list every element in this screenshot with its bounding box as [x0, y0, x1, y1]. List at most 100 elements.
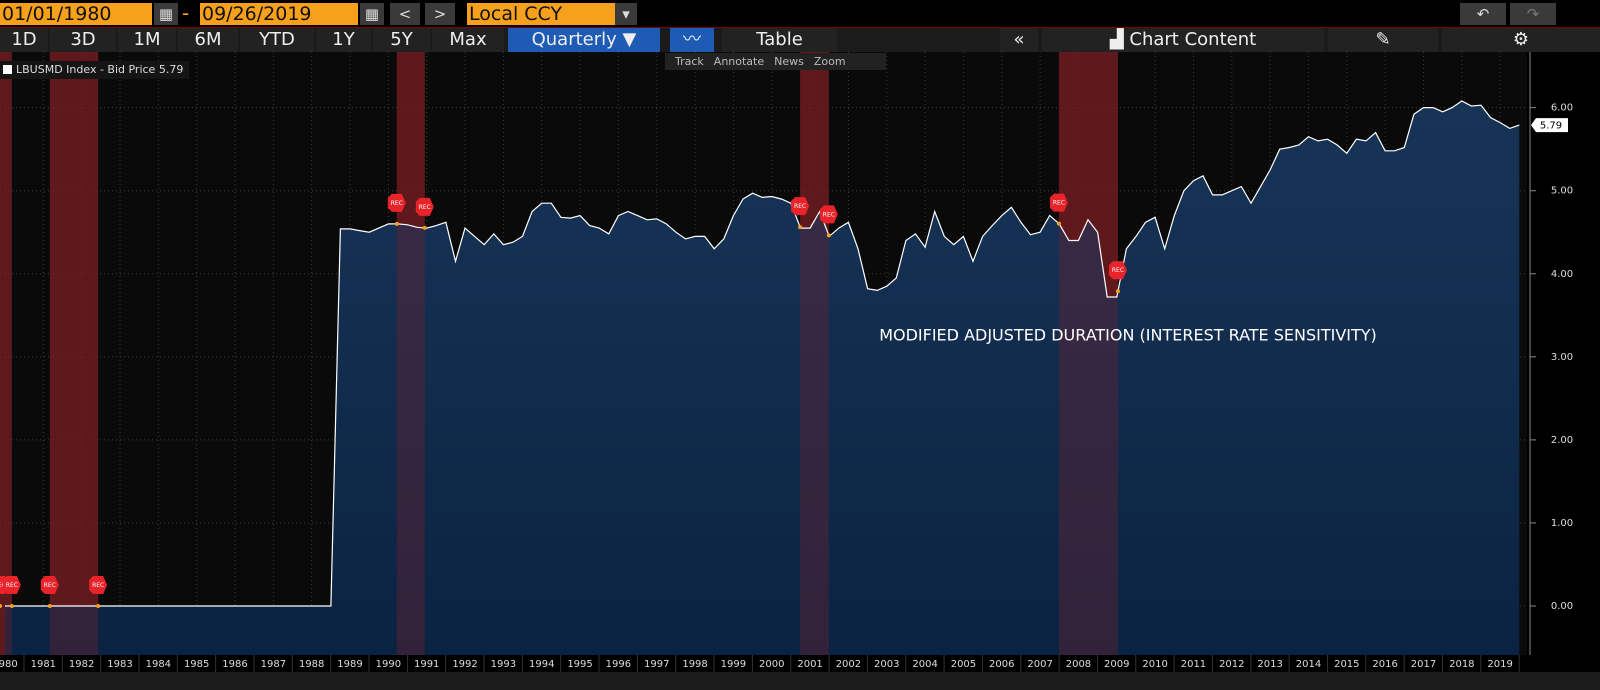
recession-flag: REC	[1108, 261, 1127, 280]
y-tick-label: 6.00	[1551, 103, 1573, 114]
table-button[interactable]: Table	[722, 28, 837, 52]
period-button[interactable]: 5Y	[373, 28, 430, 52]
flag-label: REC	[419, 204, 431, 211]
x-tick-label: 2002	[836, 659, 861, 670]
footer	[0, 672, 1600, 690]
x-tick-label: 1999	[721, 659, 746, 670]
y-tick-label: 4.00	[1551, 269, 1573, 280]
flag-shape	[415, 197, 434, 216]
flag-shape	[1108, 261, 1127, 280]
recession-band	[49, 52, 99, 655]
period-button[interactable]: 1M	[118, 28, 176, 52]
period-toolbar: Quarterly ▼ 〰 Table « ▟ Chart Content ✎ …	[0, 28, 1600, 52]
y-tick-label: 3.00	[1551, 352, 1573, 363]
recession-overlay	[396, 52, 425, 655]
period-button[interactable]: 6M	[178, 28, 238, 52]
chart-tools: Track Annotate News Zoom	[665, 53, 886, 70]
x-tick-label: 1982	[69, 659, 94, 670]
chart-tool[interactable]: Annotate	[713, 55, 765, 68]
recession-overlay	[1058, 52, 1118, 655]
collapse-button[interactable]: «	[1000, 28, 1038, 52]
flag-shape	[40, 575, 59, 594]
recession-flag: REC	[1049, 193, 1068, 212]
flag-shape	[819, 205, 838, 224]
currency-dropdown[interactable]: ▾	[615, 3, 637, 25]
chart-tool[interactable]: Zoom	[813, 55, 846, 68]
prev-button[interactable]: <	[390, 3, 420, 25]
date-separator: -	[182, 1, 190, 25]
chart-content-button[interactable]: ▟ Chart Content	[1042, 28, 1324, 52]
chart-tool[interactable]: Track	[675, 55, 704, 68]
recession-overlay	[49, 52, 99, 655]
recession-point	[798, 225, 803, 230]
x-tick-label: 2011	[1181, 659, 1206, 670]
legend-label: LBUSMD Index - Bid Price	[16, 63, 156, 76]
settings-button[interactable]: ⚙	[1442, 28, 1600, 52]
x-tick-label: 1995	[567, 659, 592, 670]
chart-type-button[interactable]: 〰	[670, 28, 714, 52]
recession-point	[1115, 289, 1120, 294]
x-tick-label: 1997	[644, 659, 669, 670]
x-tick-label: 1992	[452, 659, 477, 670]
flag-shape	[89, 575, 108, 594]
flag-label: REC	[1112, 267, 1124, 274]
x-tick-label: 2016	[1372, 659, 1397, 670]
x-tick-label: 1989	[337, 659, 362, 670]
series-line	[5, 100, 1520, 607]
calendar-button[interactable]: ▦	[360, 3, 384, 25]
annotation: MODIFIED ADJUSTED DURATION (INTEREST RAT…	[879, 326, 1377, 345]
recession-flag: REC	[89, 575, 108, 594]
edit-button[interactable]: ✎	[1328, 28, 1438, 52]
period-button[interactable]: 1D	[0, 28, 48, 52]
recession-band	[0, 52, 12, 655]
x-tick-label: 1996	[606, 659, 631, 670]
recession-point	[1056, 221, 1061, 226]
area-fill	[4, 101, 1520, 655]
flag-shape	[387, 193, 406, 212]
redo-button[interactable]: ↷	[1510, 3, 1556, 25]
x-tick-label: 1993	[491, 659, 516, 670]
recession-flag: REC	[819, 205, 838, 224]
end-date[interactable]: 09/26/2019	[200, 3, 358, 25]
start-date[interactable]: 01/01/1980	[0, 3, 152, 25]
x-tick-label: 2015	[1334, 659, 1359, 670]
calendar-button[interactable]: ▦	[154, 3, 178, 25]
x-tick-label: 2005	[951, 659, 976, 670]
period-button[interactable]: YTD	[240, 28, 314, 52]
legend-value: 5.79	[158, 63, 184, 76]
x-tick-label: 1988	[299, 659, 324, 670]
recession-flag: REC	[2, 575, 21, 594]
recession-flag: REC	[415, 197, 434, 216]
chart-content-label: Chart Content	[1129, 29, 1257, 50]
undo-button[interactable]: ↶	[1460, 3, 1506, 25]
x-tick-label: 2018	[1449, 659, 1474, 670]
next-button[interactable]: >	[425, 3, 455, 25]
x-tick-label: 2007	[1027, 659, 1052, 670]
x-tick-label: 1986	[222, 659, 247, 670]
recession-point	[9, 603, 14, 608]
flag-label: REC	[44, 582, 56, 589]
x-tick-label: 2001	[797, 659, 822, 670]
recession-overlay	[800, 52, 829, 655]
x-tick-label: 2008	[1066, 659, 1091, 670]
flag-shape	[791, 197, 810, 216]
period-button[interactable]: 3D	[50, 28, 116, 52]
x-tick-label: 1994	[529, 659, 554, 670]
recession-point	[394, 221, 399, 226]
chart-tool[interactable]: News	[774, 55, 804, 68]
period-button[interactable]: Max	[432, 28, 504, 52]
x-tick-label: 2010	[1142, 659, 1167, 670]
period-button[interactable]: 1Y	[316, 28, 371, 52]
x-tick-label: 1981	[31, 659, 56, 670]
currency-select[interactable]: Local CCY	[467, 3, 615, 25]
legend-swatch	[3, 65, 12, 74]
frequency-label: Quarterly	[531, 29, 617, 50]
x-tick-label: 2012	[1219, 659, 1244, 670]
top-toolbar: 01/01/1980 ▦ - 09/26/2019 ▦ < > Local CC…	[0, 0, 1600, 28]
x-tick-label: 1984	[146, 659, 171, 670]
flag-label: REC	[92, 582, 104, 589]
recession-point	[96, 603, 101, 608]
frequency-select[interactable]: Quarterly ▼	[508, 28, 660, 52]
